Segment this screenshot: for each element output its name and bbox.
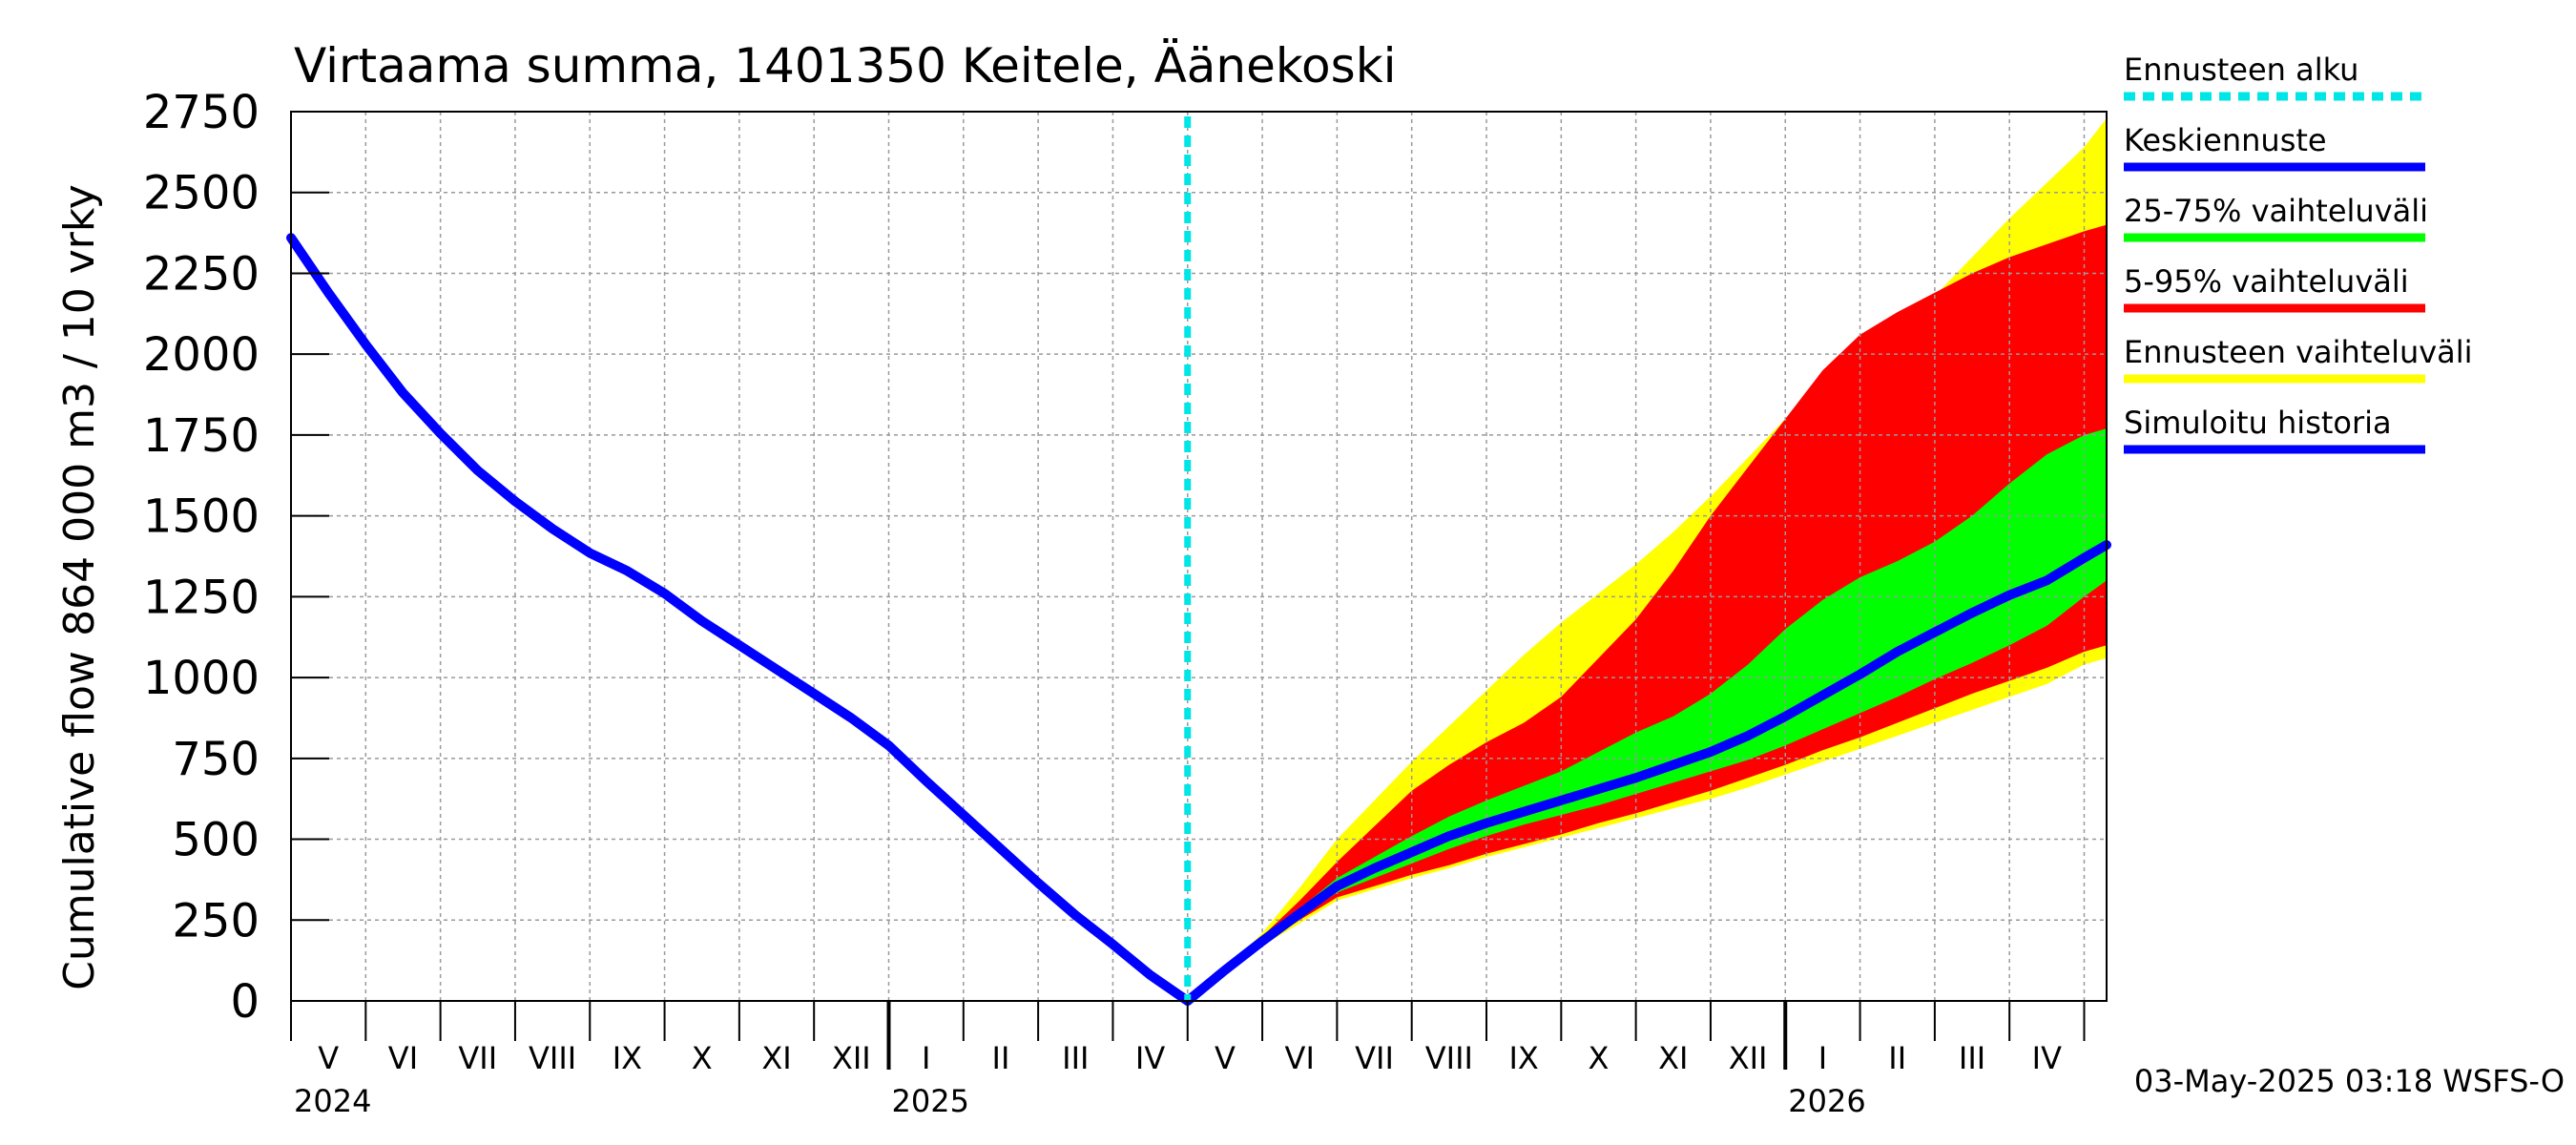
month-label: X bbox=[1589, 1040, 1610, 1076]
month-label: V bbox=[1215, 1040, 1236, 1076]
legend-label: Ennusteen alku bbox=[2124, 52, 2358, 88]
grid bbox=[291, 111, 2107, 1001]
year-label: 2024 bbox=[294, 1083, 371, 1119]
y-tick-label: 2500 bbox=[143, 167, 260, 220]
band-25-75 bbox=[1187, 428, 2107, 1002]
y-tick-label: 250 bbox=[172, 894, 260, 947]
legend-label: 25-75% vaihteluväli bbox=[2124, 193, 2428, 229]
year-label: 2025 bbox=[892, 1083, 969, 1119]
y-tick-label: 0 bbox=[230, 975, 260, 1029]
chart-title: Virtaama summa, 1401350 Keitele, Äänekos… bbox=[294, 38, 1397, 94]
y-axis-label-units: 864 000 m3 / 10 vrky bbox=[55, 184, 104, 636]
band-5-95 bbox=[1187, 224, 2107, 1002]
month-label: II bbox=[1888, 1040, 1906, 1076]
month-label: IX bbox=[1508, 1040, 1538, 1076]
forecast-bands bbox=[1187, 117, 2107, 1002]
month-label: VI bbox=[388, 1040, 418, 1076]
y-tick-label: 1500 bbox=[143, 490, 260, 544]
y-axis-label-description: Cumulative flow bbox=[55, 651, 104, 990]
simulated-history-line bbox=[286, 233, 1193, 1006]
month-label: VIII bbox=[1425, 1040, 1473, 1076]
month-label: X bbox=[692, 1040, 713, 1076]
month-label: VIII bbox=[529, 1040, 576, 1076]
month-label: IV bbox=[1135, 1040, 1165, 1076]
month-label: III bbox=[1959, 1040, 1985, 1076]
month-label: I bbox=[1818, 1040, 1827, 1076]
legend-label: Simuloitu historia bbox=[2124, 405, 2392, 441]
legend: Ennusteen alku Keskiennuste 25-75% vaihtel… bbox=[2124, 52, 2473, 454]
plot-frame bbox=[290, 111, 2108, 1002]
y-tick-label: 2000 bbox=[143, 328, 260, 382]
legend-label: Keskiennuste bbox=[2124, 122, 2327, 158]
timestamp: 03-May-2025 03:18 WSFS-O bbox=[2134, 1063, 2565, 1099]
y-tick-label: 1750 bbox=[143, 409, 260, 463]
month-label: I bbox=[922, 1040, 930, 1076]
forecast-range-band bbox=[1187, 117, 2107, 1002]
month-label: XII bbox=[832, 1040, 871, 1076]
median-forecast-line bbox=[1182, 540, 2111, 1006]
y-tick-label: 500 bbox=[172, 814, 260, 867]
y-tick-label: 2750 bbox=[143, 86, 260, 139]
year-label: 2026 bbox=[1788, 1083, 1865, 1119]
month-label: II bbox=[992, 1040, 1010, 1076]
y-tick-label: 1000 bbox=[143, 652, 260, 705]
y-tick-label: 750 bbox=[172, 733, 260, 786]
month-label: IX bbox=[613, 1040, 642, 1076]
month-label: XI bbox=[761, 1040, 791, 1076]
month-label: III bbox=[1062, 1040, 1089, 1076]
month-label: XI bbox=[1658, 1040, 1688, 1076]
month-label: VI bbox=[1285, 1040, 1315, 1076]
y-axis: 0 250 500 750 1000 1250 1500 1750 2000 2250 2500 27… bbox=[143, 86, 329, 1029]
y-tick-label: 2250 bbox=[143, 247, 260, 301]
y-tick-label: 1250 bbox=[143, 571, 260, 624]
legend-label: Ennusteen vaihteluväli bbox=[2124, 334, 2473, 370]
legend-label: 5-95% vaihteluväli bbox=[2124, 263, 2409, 300]
x-axis: V VI VII VIII IX X XI XII I II III IV V VI VII VIII IX X X… bbox=[290, 1001, 2086, 1119]
month-label: V bbox=[318, 1040, 339, 1076]
month-label: VII bbox=[458, 1040, 497, 1076]
month-label: XII bbox=[1729, 1040, 1768, 1076]
month-label: VII bbox=[1355, 1040, 1394, 1076]
month-label: IV bbox=[2032, 1040, 2062, 1076]
